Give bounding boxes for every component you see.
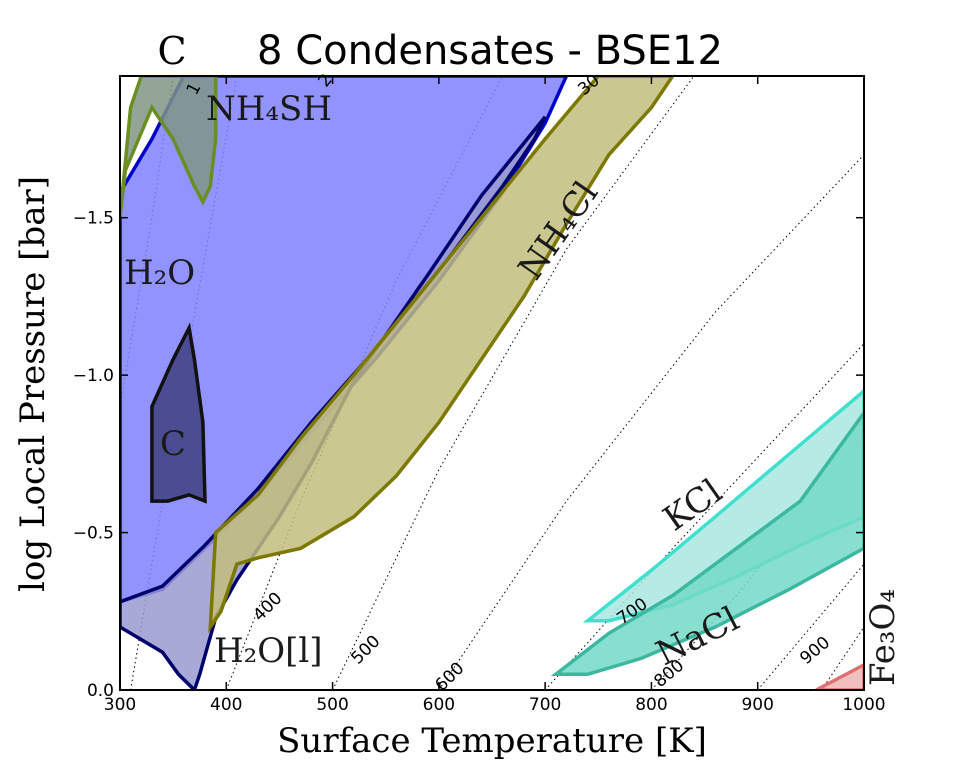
plot-frame xyxy=(119,75,865,691)
region-fe3o4 xyxy=(815,662,864,690)
x-tick-label-700: 700 xyxy=(529,695,561,715)
x-tick-label-800: 800 xyxy=(635,695,667,715)
y-tick-label-2: −1.0 xyxy=(73,366,114,386)
x-tick-label-900: 900 xyxy=(741,695,773,715)
isotherm-600 xyxy=(438,154,864,690)
x-tick-label-1000: 1000 xyxy=(842,695,885,715)
x-axis-label: Surface Temperature [K] xyxy=(277,721,707,761)
y-tick-label-0: 0.0 xyxy=(87,681,114,701)
region-nh4cl xyxy=(208,76,675,634)
x-tick-label-500: 500 xyxy=(316,695,348,715)
region-nh4sh xyxy=(120,76,218,218)
isotherm-1000 xyxy=(821,626,864,690)
series-layer xyxy=(120,76,864,690)
x-tick-label-600: 600 xyxy=(423,695,455,715)
region-c xyxy=(150,322,207,504)
region-label-h2o: H₂O xyxy=(124,253,195,293)
y-tick-label-1: −0.5 xyxy=(73,524,114,544)
region-nacl xyxy=(550,409,864,677)
chart-panel-letter: C xyxy=(157,29,186,73)
plot-area: 1 2 30 400 500 600 700 800 900 H₂O NH₄SH… xyxy=(119,70,903,696)
x-tick-label-400: 400 xyxy=(210,695,242,715)
tick-layer: 300 400 500 600 700 800 900 1000 0.0 −0.5 −1.0 −1.5 xyxy=(73,76,886,715)
isotherm-900 xyxy=(757,563,864,690)
region-label-nh4sh: NH₄SH xyxy=(206,89,332,129)
region-label-carbon: C xyxy=(160,424,186,464)
isotherm-700 xyxy=(544,343,864,690)
y-tick-label-3: −1.5 xyxy=(73,209,114,229)
isotherm-500 xyxy=(332,76,695,690)
x-tick-label-300: 300 xyxy=(104,695,136,715)
region-label-h2o-liquid: H₂O[l] xyxy=(214,631,323,671)
region-label-fe3o4: Fe₃O₄ xyxy=(863,589,903,686)
chart-title: 8 Condensates - BSE12 xyxy=(257,28,723,74)
y-axis-label: log Local Pressure [bar] xyxy=(13,176,53,592)
